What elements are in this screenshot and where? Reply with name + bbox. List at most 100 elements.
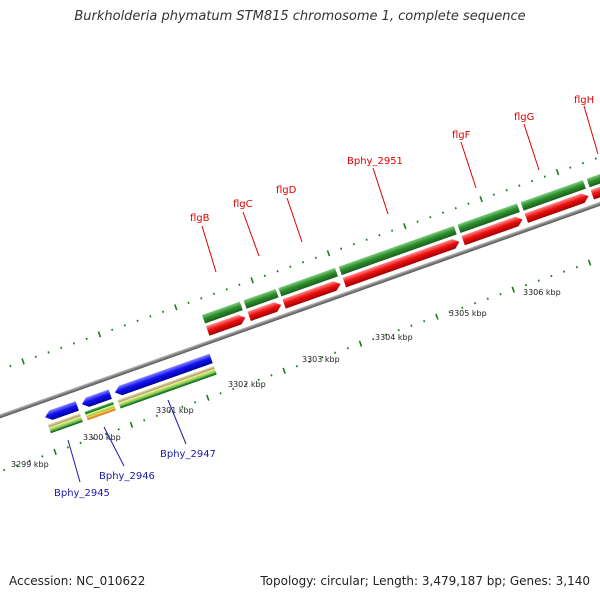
- cds-arrow-bphy-2947[interactable]: [113, 353, 213, 397]
- gene-bar-flgC[interactable]: [243, 288, 279, 309]
- gene-bar-bphy-2946[interactable]: [84, 401, 116, 421]
- reverse-ruler-tick: [194, 401, 197, 404]
- gene-bar-flgD[interactable]: [278, 267, 338, 297]
- forward-ruler-tick: [238, 283, 241, 286]
- reverse-ruler-tick: [563, 270, 566, 273]
- reverse-ruler-tick: [461, 306, 464, 309]
- forward-ruler-tick: [174, 304, 178, 311]
- forward-tick-row: [9, 157, 597, 368]
- cds-arrow-flgD[interactable]: [282, 279, 342, 309]
- cds-arrow-bphy-2946[interactable]: [80, 389, 112, 408]
- forward-ruler-tick: [479, 196, 483, 203]
- cds-arrow-bphy-2945[interactable]: [44, 401, 79, 422]
- forward-ruler-tick: [123, 324, 126, 327]
- forward-ruler-tick: [289, 265, 292, 268]
- accession-text: Accession: NC_010622: [9, 574, 146, 588]
- reverse-ruler-tick: [410, 324, 413, 327]
- forward-ruler-tick: [149, 315, 152, 318]
- gene-label-bphy-2945[interactable]: Bphy_2945: [54, 488, 110, 499]
- gene-bar-flgG[interactable]: [520, 180, 586, 211]
- forward-ruler-tick: [391, 229, 394, 232]
- reverse-ruler-tick: [358, 340, 363, 347]
- forward-ruler-tick: [111, 328, 114, 332]
- ruler-label-3306: 3306 kbp: [523, 288, 561, 297]
- forward-ruler-tick: [467, 202, 470, 205]
- reverse-ruler-tick: [282, 367, 286, 374]
- reverse-ruler-tick: [372, 338, 375, 341]
- gene-bar-bphy-2951[interactable]: [338, 225, 457, 276]
- gene-label-flgD[interactable]: flgD: [276, 185, 297, 196]
- reverse-ruler-tick: [181, 405, 184, 409]
- reverse-ruler-tick: [168, 410, 171, 413]
- reverse-ruler-tick: [308, 360, 311, 363]
- reverse-ruler-tick: [53, 448, 57, 455]
- gene-bar-bphy-2945[interactable]: [47, 413, 83, 434]
- map-title: Burkholderia phymatum STM815 chromosome …: [74, 9, 526, 24]
- ruler-label-3305: 3305 kbp: [449, 309, 487, 318]
- reverse-ruler-tick: [257, 378, 260, 381]
- cds-arrow-flgG[interactable]: [524, 191, 591, 223]
- callout-line-flgF: [460, 141, 477, 189]
- forward-ruler-tick: [34, 355, 37, 359]
- cds-arrow-bphy-2951[interactable]: [342, 237, 461, 288]
- reverse-ruler-tick: [92, 437, 95, 440]
- gene-bar-flgH[interactable]: [586, 165, 600, 188]
- reverse-ruler-tick: [117, 428, 120, 431]
- forward-ruler-tick: [85, 337, 88, 341]
- forward-ruler-tick: [212, 292, 216, 296]
- forward-ruler-tick: [263, 274, 266, 277]
- reverse-ruler-tick: [537, 279, 540, 282]
- callout-line-flgH: [583, 105, 599, 155]
- forward-ruler-tick: [531, 179, 534, 183]
- reverse-ruler-tick: [333, 351, 337, 354]
- gene-label-flgG[interactable]: flgG: [514, 112, 534, 123]
- cds-arrow-flgC[interactable]: [247, 300, 283, 322]
- reverse-ruler-tick: [15, 464, 19, 467]
- reverse-ruler-tick: [232, 387, 235, 391]
- gene-label-bphy-2951[interactable]: Bphy_2951: [347, 156, 403, 167]
- reverse-ruler-tick: [104, 432, 108, 436]
- gene-label-bphy-2947[interactable]: Bphy_2947: [160, 449, 216, 460]
- cds-arrow-flgB[interactable]: [206, 313, 247, 336]
- callout-line-flgC: [242, 211, 260, 257]
- callout-line-bphy-2951: [372, 167, 389, 215]
- reverse-ruler-tick: [486, 297, 489, 300]
- forward-ruler-tick: [276, 270, 279, 273]
- ruler-label-3300: 3300 kbp: [83, 433, 121, 442]
- forward-ruler-tick: [543, 175, 546, 178]
- forward-ruler-tick: [518, 184, 521, 187]
- forward-ruler-tick: [352, 243, 356, 246]
- gene-label-bphy-2946[interactable]: Bphy_2946: [99, 471, 155, 482]
- gene-label-flgC[interactable]: flgC: [233, 199, 253, 210]
- reverse-ruler-tick: [550, 274, 553, 278]
- forward-ruler-tick: [581, 161, 585, 165]
- cds-arrow-flgF[interactable]: [461, 215, 525, 246]
- reverse-ruler-tick: [28, 459, 31, 463]
- gene-label-flgF[interactable]: flgF: [452, 130, 471, 141]
- gene-bar-flgB[interactable]: [202, 301, 243, 324]
- reverse-ruler-tick: [511, 286, 515, 293]
- reverse-ruler-tick: [524, 283, 528, 287]
- callout-line-bphy-2946: [103, 426, 125, 467]
- forward-ruler-tick: [429, 215, 432, 219]
- forward-ruler-tick: [365, 238, 368, 241]
- forward-ruler-tick: [594, 157, 597, 160]
- forward-ruler-tick: [225, 288, 228, 291]
- callout-line-flgD: [286, 197, 303, 243]
- reverse-ruler-tick: [397, 329, 400, 332]
- gene-label-flgH[interactable]: flgH: [574, 95, 594, 106]
- gene-bar-flgF[interactable]: [457, 203, 520, 234]
- forward-ruler-tick: [492, 193, 496, 196]
- forward-ruler-tick: [505, 188, 508, 192]
- forward-ruler-tick: [47, 351, 50, 354]
- reverse-ruler-tick: [587, 259, 592, 266]
- forward-ruler-tick: [569, 166, 572, 169]
- reverse-ruler-tick: [66, 446, 69, 449]
- callout-line-bphy-2947: [167, 399, 187, 445]
- ruler-label-3302: 3302 kbp: [228, 380, 266, 389]
- reverse-ruler-tick: [244, 383, 248, 386]
- reverse-ruler-tick: [499, 292, 502, 296]
- forward-ruler-tick: [250, 277, 254, 284]
- gene-label-flgB[interactable]: flgB: [190, 213, 210, 224]
- gene-bar-bphy-2947[interactable]: [117, 366, 217, 409]
